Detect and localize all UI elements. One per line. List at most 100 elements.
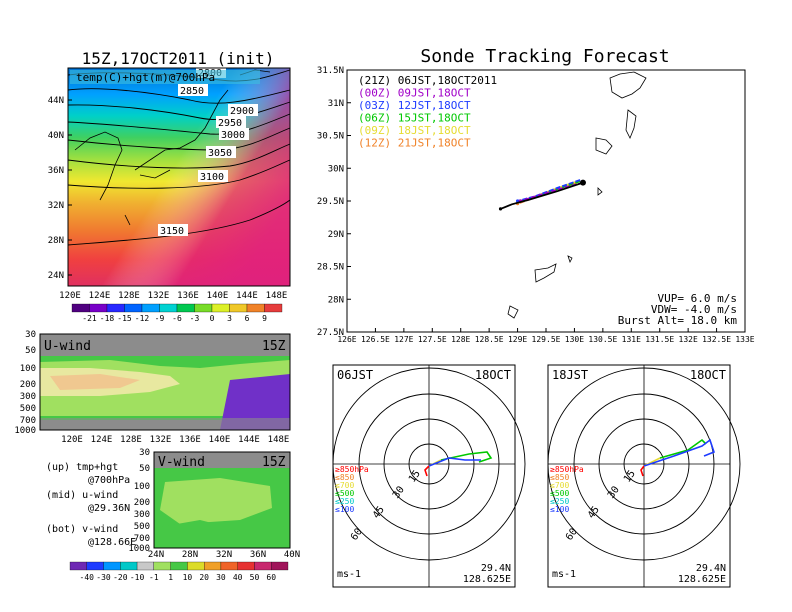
level-legend: ≤250 bbox=[550, 497, 569, 506]
lat-tick-label: 40N bbox=[284, 550, 300, 560]
pressure-tick-label: 500 bbox=[20, 404, 36, 414]
pressure-tick-label: 1000 bbox=[128, 544, 150, 554]
lat-tick-label: 29N bbox=[328, 230, 344, 240]
colorbar-label: -9 bbox=[155, 314, 165, 323]
lon-tick-label: 120E bbox=[61, 435, 83, 445]
lon-tick-label: 132.5E bbox=[702, 335, 731, 344]
lat-tick-label: 28N bbox=[48, 236, 64, 246]
left-title: 15Z,17OCT2011 (init) bbox=[82, 49, 275, 68]
polar-unit: ms-1 bbox=[337, 569, 361, 580]
polar-time: 06JST bbox=[337, 368, 373, 382]
lat-tick-label: 30.5N bbox=[317, 132, 344, 142]
colorbar-label: -20 bbox=[113, 573, 128, 582]
level-legend: ≤500 bbox=[550, 489, 569, 498]
note-line: @29.36N bbox=[88, 503, 130, 514]
contour-label: 2950 bbox=[218, 118, 242, 129]
hodograph-line bbox=[659, 438, 707, 459]
colorbar-label: 3 bbox=[227, 314, 232, 323]
contour-label: 2900 bbox=[230, 106, 254, 117]
note-line: (mid) u-wind bbox=[46, 490, 118, 501]
track-end-point bbox=[498, 207, 503, 211]
colorbar-label: -6 bbox=[172, 314, 182, 323]
lat-tick-label: 29.5N bbox=[317, 197, 344, 207]
launch-point bbox=[579, 179, 586, 186]
lon-tick-label: 140E bbox=[209, 435, 231, 445]
track-line bbox=[500, 181, 584, 210]
level-legend: ≥850hPa bbox=[335, 465, 369, 474]
pressure-tick-label: 300 bbox=[20, 392, 36, 402]
colorbar-label: 10 bbox=[183, 573, 193, 582]
colorbar-label: 40 bbox=[233, 573, 243, 582]
polar-lon: 128.625E bbox=[678, 574, 726, 585]
colorbar-label: -30 bbox=[96, 573, 111, 582]
lon-tick-label: 120E bbox=[59, 291, 81, 301]
colorbar-label: 0 bbox=[210, 314, 215, 323]
pressure-tick-label: 700 bbox=[20, 416, 36, 426]
lon-tick-label: 131E bbox=[622, 335, 641, 344]
colorbar-label: -40 bbox=[80, 573, 95, 582]
legend-entry: (12Z) 21JST,18OCT bbox=[358, 137, 471, 150]
lon-tick-label: 127.5E bbox=[418, 335, 447, 344]
lat-tick-label: 31N bbox=[328, 99, 344, 109]
pressure-tick-label: 700 bbox=[134, 534, 150, 544]
lat-tick-label: 36N bbox=[250, 550, 266, 560]
track-title: Sonde Tracking Forecast bbox=[420, 46, 669, 67]
lon-tick-label: 128E bbox=[451, 335, 470, 344]
lat-tick-label: 28N bbox=[328, 295, 344, 305]
lat-tick-label: 28.5N bbox=[317, 263, 344, 273]
hodograph-line bbox=[643, 438, 715, 467]
note-line: (bot) v-wind bbox=[46, 524, 118, 535]
pressure-tick-label: 100 bbox=[134, 482, 150, 492]
lon-tick-label: 148E bbox=[266, 291, 288, 301]
colorbar-label: -18 bbox=[100, 314, 115, 323]
colorbar-label: -10 bbox=[130, 573, 145, 582]
level-legend: ≥850hPa bbox=[550, 465, 584, 474]
level-legend: ≤250 bbox=[335, 497, 354, 506]
hodograph-line bbox=[428, 457, 481, 467]
colorbar-label: 30 bbox=[216, 573, 226, 582]
polar-lat: 29.4N bbox=[481, 563, 511, 574]
lon-tick-label: 128.5E bbox=[475, 335, 504, 344]
pressure-tick-label: 100 bbox=[20, 364, 36, 374]
legend-entry: (06Z) 15JST,18OCT bbox=[358, 112, 471, 125]
pressure-tick-label: 300 bbox=[134, 510, 150, 520]
track-series bbox=[498, 179, 586, 211]
polar-lon: 128.625E bbox=[463, 574, 511, 585]
lat-tick-label: 24N bbox=[148, 550, 164, 560]
lon-tick-label: 144E bbox=[236, 291, 258, 301]
lat-tick-label: 31.5N bbox=[317, 66, 344, 76]
lon-tick-label: 126.5E bbox=[361, 335, 390, 344]
lon-tick-label: 130E bbox=[565, 335, 584, 344]
lon-tick-label: 144E bbox=[238, 435, 260, 445]
lon-tick-label: 132E bbox=[679, 335, 698, 344]
level-legend: ≤700 bbox=[335, 481, 354, 490]
temp-height-map: 15Z,17OCT2011 (init) 2850 2900 bbox=[48, 49, 291, 323]
launch-param: VDW= -4.0 m/s bbox=[651, 303, 737, 316]
colorbar-label: -21 bbox=[82, 314, 97, 323]
legend-entry: (00Z) 09JST,18OCT bbox=[358, 87, 471, 100]
lat-tick-label: 32N bbox=[216, 550, 232, 560]
lon-tick-label: 126E bbox=[337, 335, 356, 344]
lat-tick-label: 24N bbox=[48, 271, 64, 281]
colorbar-label: 60 bbox=[266, 573, 276, 582]
temp-colorbar: -21 -18 -15 -12 -9 -6 -3 0 3 6 9 bbox=[71, 303, 283, 323]
hodograph-line bbox=[440, 451, 493, 463]
lat-tick-label: 28N bbox=[182, 550, 198, 560]
pressure-tick-label: 500 bbox=[134, 522, 150, 532]
contour-label: 3100 bbox=[200, 172, 224, 183]
pressure-tick-label: 30 bbox=[25, 330, 36, 340]
pressure-tick-label: 30 bbox=[139, 448, 150, 458]
lon-tick-label: 127E bbox=[394, 335, 413, 344]
colorbar-label: 50 bbox=[250, 573, 260, 582]
level-legend: ≤700 bbox=[550, 481, 569, 490]
lon-tick-label: 128E bbox=[118, 291, 140, 301]
colorbar-label: -3 bbox=[190, 314, 200, 323]
level-legend: ≤500 bbox=[335, 489, 354, 498]
legend-entry: (21Z) 06JST,18OCT2011 bbox=[358, 74, 497, 87]
hodograph-line bbox=[640, 465, 645, 477]
launch-param: Burst Alt= 18.0 km bbox=[618, 314, 738, 327]
